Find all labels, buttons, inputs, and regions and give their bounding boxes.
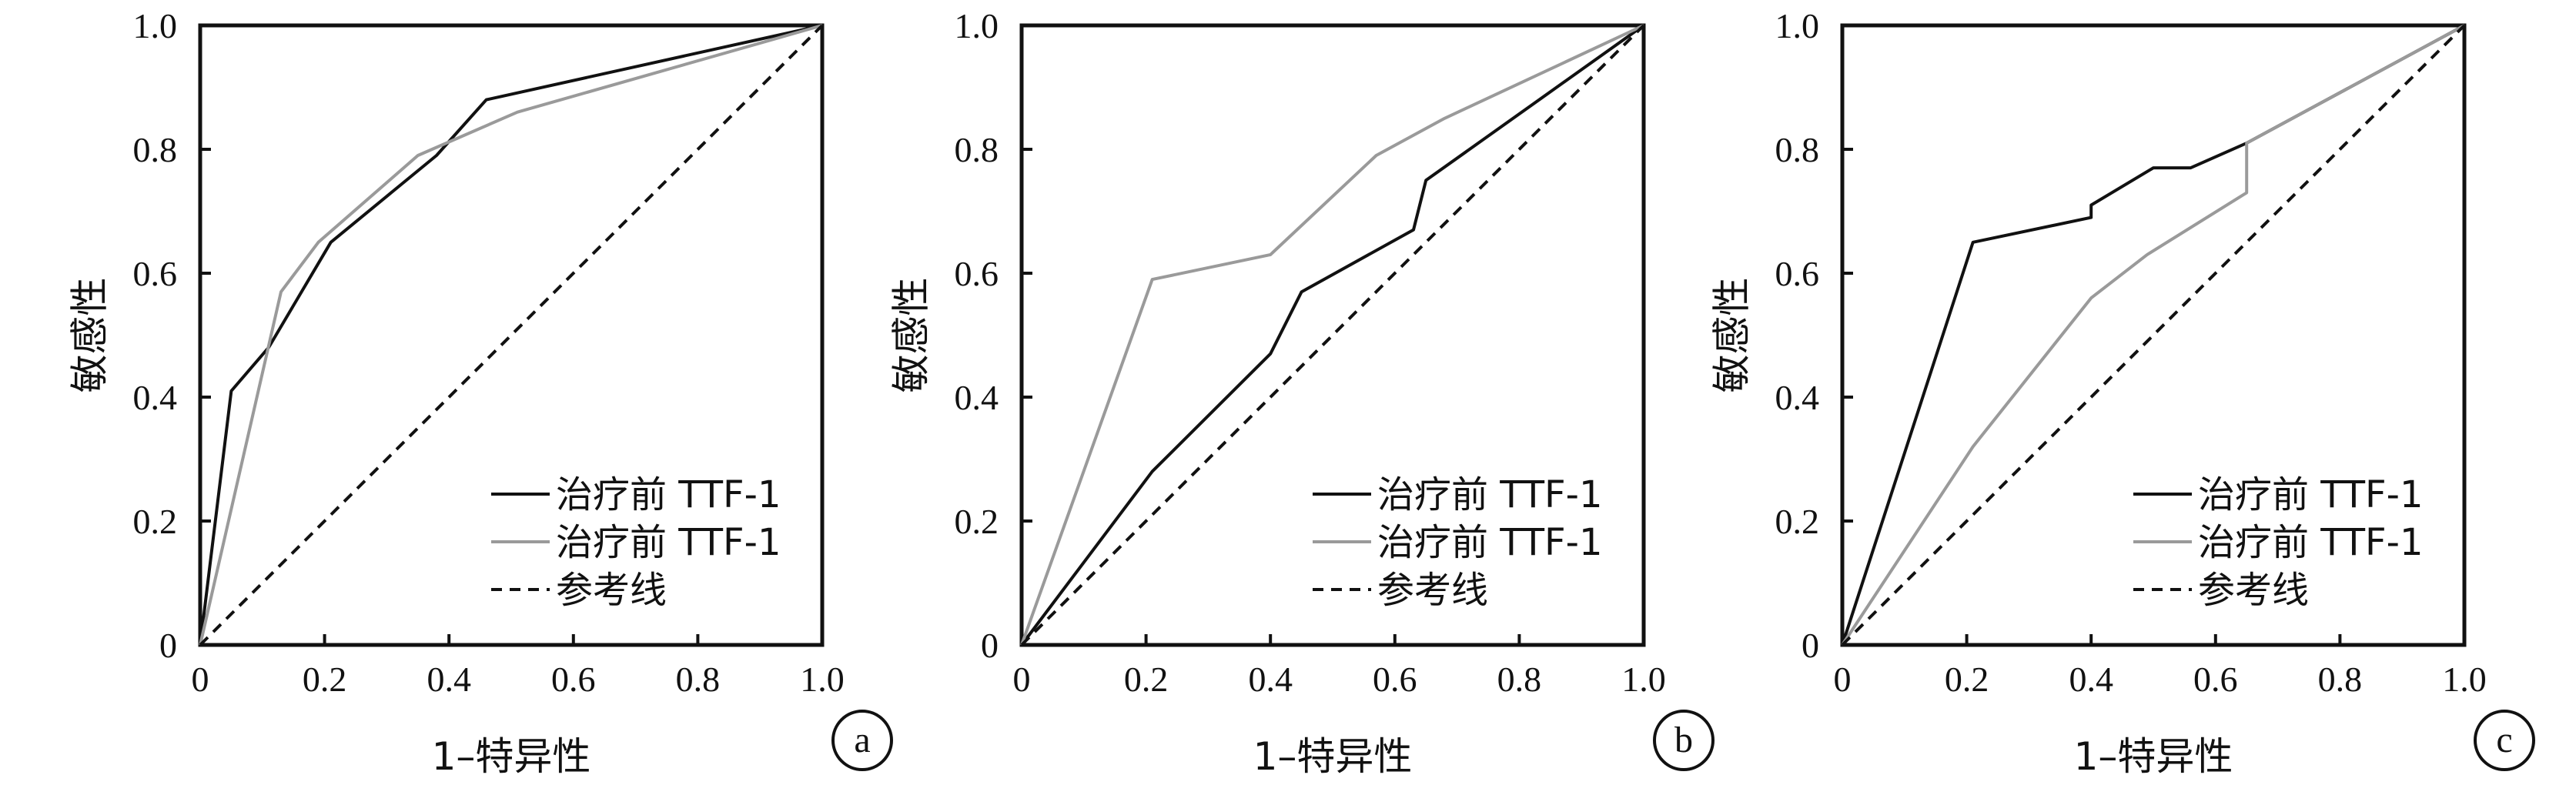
- y-tick-label: 0.4: [133, 378, 178, 417]
- y-tick-label: 0.2: [1775, 502, 1820, 541]
- x-tick-label: 0.2: [1945, 660, 1989, 699]
- y-tick-label: 0: [981, 626, 999, 665]
- x-axis-label: 1–特异性: [1253, 734, 1413, 779]
- y-tick-label: 0: [159, 626, 177, 665]
- series-line-2: [199, 24, 823, 646]
- panel-label: b: [1674, 720, 1693, 760]
- legend-label: 治疗前 TTF-1: [2198, 521, 2424, 564]
- x-tick-label: 1.0: [800, 660, 845, 699]
- panel-label: c: [2496, 720, 2512, 760]
- legend-label: 治疗前 TTF-1: [1377, 473, 1603, 516]
- x-tick-label: 0: [192, 660, 209, 699]
- x-tick-label: 0.4: [427, 660, 471, 699]
- y-tick-label: 0: [1802, 626, 1819, 665]
- x-tick-label: 0: [1834, 660, 1852, 699]
- x-tick-label: 0.6: [551, 660, 596, 699]
- x-tick-label: 0.8: [676, 660, 721, 699]
- chart-panel-a: 0 0.2 0.4 0.6 0.8 1.0 0 0.2 0.4 0.6 0.8 1.0 治疗前 TTF-…: [68, 6, 893, 779]
- x-tick-label: 0.4: [2069, 660, 2113, 699]
- y-tick-label: 0.4: [1775, 378, 1820, 417]
- plot-frame: [198, 23, 825, 647]
- legend-label: 参考线: [556, 569, 667, 612]
- legend-label: 治疗前 TTF-1: [556, 521, 781, 564]
- plot-frame: [1840, 23, 2467, 647]
- y-tick-label: 0.4: [955, 378, 999, 417]
- y-tick-label: 0.8: [1775, 130, 1820, 169]
- x-tick-label: 0.6: [2193, 660, 2238, 699]
- x-tick-label: 0.2: [1124, 660, 1169, 699]
- legend-label: 治疗前 TTF-1: [2198, 473, 2424, 516]
- x-tick-label: 0.8: [2318, 660, 2363, 699]
- x-tick-label: 1.0: [2442, 660, 2487, 699]
- series-line-2: [1020, 24, 1644, 646]
- y-tick-label: 1.0: [133, 6, 178, 45]
- y-tick-label: 0.2: [955, 502, 999, 541]
- x-tick-label: 0.4: [1248, 660, 1293, 699]
- y-tick-label: 1.0: [955, 6, 999, 45]
- y-tick-label: 0.6: [133, 254, 178, 293]
- y-tick-label: 0.6: [955, 254, 999, 293]
- y-axis-label: 敏感性: [1710, 278, 1755, 393]
- series-line-1: [199, 24, 823, 646]
- y-tick-label: 1.0: [1775, 6, 1820, 45]
- x-tick-label: 0.8: [1497, 660, 1542, 699]
- y-tick-label: 0.2: [133, 502, 178, 541]
- panel-label-circle: [2474, 710, 2535, 771]
- x-tick-label: 0.6: [1373, 660, 1417, 699]
- x-tick-label: 1.0: [1621, 660, 1666, 699]
- legend-label: 治疗前 TTF-1: [556, 473, 781, 516]
- x-axis-label: 1–特异性: [2074, 734, 2233, 779]
- x-tick-label: 0.2: [303, 660, 347, 699]
- legend-label: 参考线: [2198, 569, 2309, 612]
- series-line-2: [1841, 24, 2465, 646]
- series-line-1: [1841, 24, 2465, 646]
- panel-label-circle: [831, 710, 893, 771]
- x-axis-label: 1–特异性: [432, 734, 591, 779]
- chart-panel-b: 0 0.2 0.4 0.6 0.8 1.0 0 0.2 0.4 0.6 0.8 1.0 治疗前 TTF-…: [889, 6, 1715, 779]
- panel-label: a: [854, 720, 870, 760]
- y-tick-label: 0.8: [955, 130, 999, 169]
- y-tick-label: 0.8: [133, 130, 178, 169]
- y-axis-label: 敏感性: [889, 278, 934, 393]
- plot-frame: [1019, 23, 1646, 647]
- y-tick-label: 0.6: [1775, 254, 1820, 293]
- series-line-1: [1020, 24, 1645, 646]
- chart-panel-c: 0 0.2 0.4 0.6 0.8 1.0 0 0.2 0.4 0.6 0.8 1.0 治疗前 TTF-…: [1710, 6, 2535, 779]
- x-tick-label: 0: [1013, 660, 1031, 699]
- y-axis-label: 敏感性: [68, 278, 112, 393]
- legend-label: 治疗前 TTF-1: [1377, 521, 1603, 564]
- legend-label: 参考线: [1377, 569, 1488, 612]
- panel-label-circle: [1653, 710, 1715, 771]
